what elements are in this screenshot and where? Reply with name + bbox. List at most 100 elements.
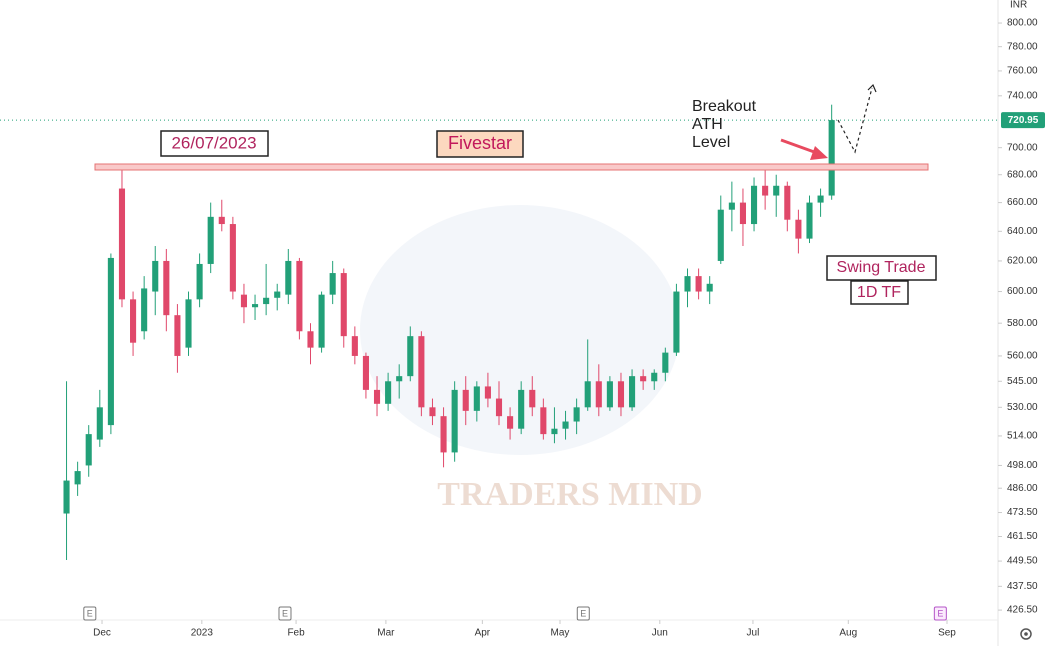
- candle-body: [240, 294, 248, 308]
- candle-body: [750, 185, 758, 225]
- event-box: [83, 606, 97, 621]
- date-box: [160, 130, 269, 157]
- candle-body: [251, 304, 259, 308]
- y-tick-label: 700.00: [1007, 142, 1038, 153]
- y-tick-label: 780.00: [1007, 41, 1038, 52]
- candle-body: [673, 291, 680, 353]
- candle-body: [229, 224, 236, 292]
- x-tick-label: May: [551, 628, 570, 639]
- candle-body: [795, 219, 802, 239]
- event-label: E: [580, 608, 586, 618]
- projection: [837, 87, 873, 154]
- y-tick-label: 620.00: [1007, 256, 1038, 267]
- candle-body: [407, 336, 414, 377]
- candle-body: [307, 331, 314, 348]
- x-tick-label: 2023: [191, 628, 214, 639]
- candle-body: [806, 202, 813, 239]
- candle-body: [695, 276, 702, 292]
- x-tick-label: Feb: [287, 628, 305, 639]
- candle-body: [473, 386, 480, 411]
- candle-body: [418, 336, 425, 408]
- y-tick-label: 437.50: [1007, 581, 1038, 592]
- plot: 800.00 780.00 760.00 740.00 700.00 680.00 660.…: [0, 18, 1045, 639]
- event-label: E: [282, 608, 288, 618]
- candle-body: [351, 336, 358, 356]
- candle-body: [196, 263, 203, 300]
- candle-body: [484, 386, 491, 399]
- candle-body: [218, 216, 225, 225]
- candle-body: [773, 185, 780, 196]
- y-tick-label: 660.00: [1007, 197, 1038, 208]
- event-label: E: [87, 608, 93, 618]
- candle-body: [595, 381, 602, 408]
- x-tick-label: Mar: [377, 628, 395, 639]
- y-tick-label: 600.00: [1007, 286, 1038, 297]
- y-tick-label: 800.00: [1007, 18, 1038, 29]
- breakout-label: ATH: [692, 116, 723, 133]
- candle-body: [507, 416, 514, 429]
- candle-body: [440, 416, 447, 453]
- candle-body: [152, 260, 159, 292]
- x-tick-label: Jul: [747, 628, 760, 639]
- y-tick-label: 640.00: [1007, 226, 1038, 237]
- x-tick-label: Apr: [475, 628, 491, 639]
- candle-body: [285, 260, 292, 295]
- candle-body: [63, 480, 70, 514]
- x-tick-label: Dec: [93, 628, 111, 639]
- candle-body: [163, 260, 170, 316]
- candle-body: [629, 376, 636, 408]
- candle-body: [263, 297, 270, 305]
- y-tick-label: 560.00: [1007, 351, 1038, 362]
- candle-body: [340, 273, 347, 337]
- last-price-label: 720.95: [1008, 115, 1039, 126]
- swing-label: Swing Trade: [837, 259, 926, 276]
- candle-body: [518, 389, 525, 429]
- arrow-head: [810, 146, 828, 160]
- candle-body: [429, 407, 436, 417]
- breakout-label: Breakout: [692, 98, 757, 115]
- currency: INR: [1010, 0, 1027, 11]
- y-tick-label: 514.00: [1007, 431, 1038, 442]
- candle-body: [207, 216, 214, 264]
- candle-body: [551, 428, 558, 435]
- candle-body: [274, 291, 281, 298]
- candle-body: [617, 381, 625, 408]
- candle-body: [174, 315, 181, 356]
- settings-icon[interactable]: [1020, 628, 1032, 640]
- candle-body: [540, 407, 547, 435]
- candle-body: [107, 257, 114, 426]
- y-tick-label: 473.50: [1007, 507, 1038, 518]
- candle-body: [385, 381, 392, 404]
- settings-icon-dot: [1024, 632, 1028, 636]
- y-tick-label: 426.50: [1007, 605, 1038, 616]
- tf-box: [850, 280, 909, 305]
- date-label: 26/07/2023: [171, 133, 256, 152]
- candle-body: [784, 185, 791, 220]
- candle-body: [451, 389, 458, 453]
- last-price-badge: [1001, 112, 1045, 129]
- event-box: [933, 606, 947, 621]
- candle-body: [684, 276, 691, 292]
- arrow: [780, 138, 818, 155]
- x-tick-label: Jun: [652, 628, 668, 639]
- candle-body: [529, 389, 536, 408]
- candle-body: [817, 195, 824, 203]
- y-tick-label: 486.00: [1007, 483, 1038, 494]
- x-tick-label: Sep: [938, 628, 956, 639]
- name-label: Fivestar: [448, 133, 512, 153]
- candle-body: [130, 299, 137, 343]
- candle-body: [141, 288, 148, 332]
- candle-body: [85, 434, 92, 466]
- candle-body: [329, 273, 336, 295]
- candle-body: [706, 283, 713, 292]
- candle-body: [185, 299, 192, 348]
- watermark: TRADERS MIND: [437, 476, 702, 513]
- candle-body: [640, 376, 647, 382]
- candle-body: [762, 185, 769, 196]
- swing-box: [826, 255, 937, 281]
- y-tick-label: 580.00: [1007, 318, 1038, 329]
- candle-body: [96, 407, 103, 440]
- candle-body: [462, 389, 469, 411]
- y-tick-label: 545.00: [1007, 376, 1038, 387]
